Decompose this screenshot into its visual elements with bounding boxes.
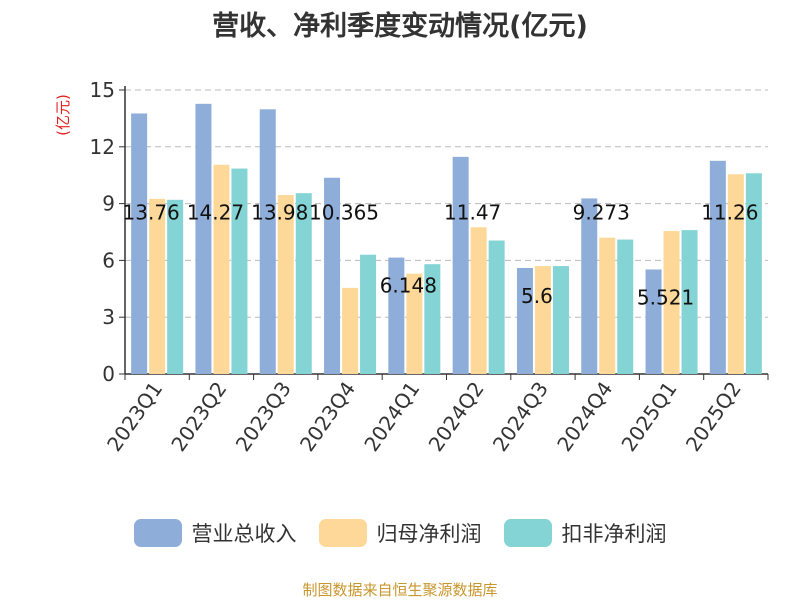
unit-label: (亿元) [54, 94, 72, 136]
x-tick-label: 2024Q4 [552, 377, 617, 456]
legend-item-deducted-profit[interactable]: 扣非净利润 [503, 518, 667, 548]
bar-deducted-profit [295, 193, 312, 374]
bar-revenue [131, 113, 148, 375]
x-tick-label: 2023Q3 [231, 377, 296, 456]
y-tick-label: 6 [102, 248, 115, 272]
y-tick-label: 0 [102, 362, 115, 386]
data-label: 13.98 [251, 201, 308, 225]
bar-revenue [259, 109, 276, 374]
legend-label-deducted-profit: 扣非净利润 [561, 522, 667, 546]
data-label: 11.26 [701, 201, 758, 225]
bar-deducted-profit [488, 240, 505, 374]
bar-deducted-profit [681, 230, 698, 374]
bar-net-profit [277, 195, 294, 374]
y-tick-label: 15 [90, 78, 115, 102]
bar-net-profit [663, 231, 680, 374]
bar-deducted-profit [745, 173, 762, 374]
bar-deducted-profit [231, 168, 248, 374]
x-tick-label: 2024Q2 [424, 377, 489, 456]
x-tick-label: 2025Q2 [681, 377, 746, 456]
legend-label-revenue: 营业总收入 [191, 522, 297, 546]
bar-deducted-profit [617, 239, 634, 374]
y-tick-label: 12 [90, 135, 115, 159]
bar-net-profit [727, 174, 744, 374]
x-tick-label: 2023Q2 [166, 377, 231, 456]
bar-net-profit [406, 273, 423, 374]
data-label: 14.27 [187, 201, 244, 225]
bar-net-profit [213, 164, 230, 374]
bar-net-profit [599, 237, 616, 374]
data-label: 10.365 [309, 201, 379, 225]
data-label: 5.521 [637, 285, 694, 309]
bar-revenue [581, 198, 598, 374]
legend-item-net-profit[interactable]: 归母净利润 [318, 518, 482, 548]
legend-swatch-revenue [133, 519, 182, 547]
bar-deducted-profit [424, 264, 441, 374]
legend-label-net-profit: 归母净利润 [376, 522, 482, 546]
source-note: 制图数据来自恒生聚源数据库 [302, 581, 498, 599]
bar-net-profit [470, 227, 487, 374]
bar-revenue [388, 257, 405, 374]
bar-net-profit [534, 266, 551, 374]
bar-deducted-profit [552, 266, 569, 374]
data-label: 9.273 [573, 201, 630, 225]
bar-revenue [516, 267, 533, 374]
bar-revenue [195, 103, 212, 374]
bar-deducted-profit [360, 254, 377, 374]
x-tick-label: 2023Q1 [102, 377, 167, 456]
bar-net-profit [149, 198, 166, 374]
y-tick-label: 9 [102, 192, 115, 216]
x-tick-label: 2023Q4 [295, 377, 360, 456]
data-label: 13.76 [123, 201, 180, 225]
bar-revenue [645, 269, 662, 374]
legend-swatch-deducted-profit [503, 519, 552, 547]
legend-item-revenue[interactable]: 营业总收入 [133, 518, 297, 548]
legend: 营业总收入 归母净利润 扣非净利润 [0, 518, 800, 548]
x-tick-label: 2024Q3 [488, 377, 553, 456]
data-label: 11.47 [444, 201, 501, 225]
x-tick-label: 2025Q1 [616, 377, 681, 456]
data-label: 5.6 [521, 284, 553, 308]
chart-title: 营收、净利季度变动情况(亿元) [212, 11, 588, 42]
bar-deducted-profit [167, 199, 184, 374]
x-tick-label: 2024Q1 [359, 377, 424, 456]
bar-revenue [452, 156, 469, 374]
bar-revenue [324, 177, 341, 374]
data-label: 6.148 [380, 274, 437, 298]
y-tick-label: 3 [102, 305, 115, 329]
bar-revenue [709, 160, 726, 374]
legend-swatch-net-profit [318, 519, 367, 547]
bar-net-profit [342, 287, 359, 374]
